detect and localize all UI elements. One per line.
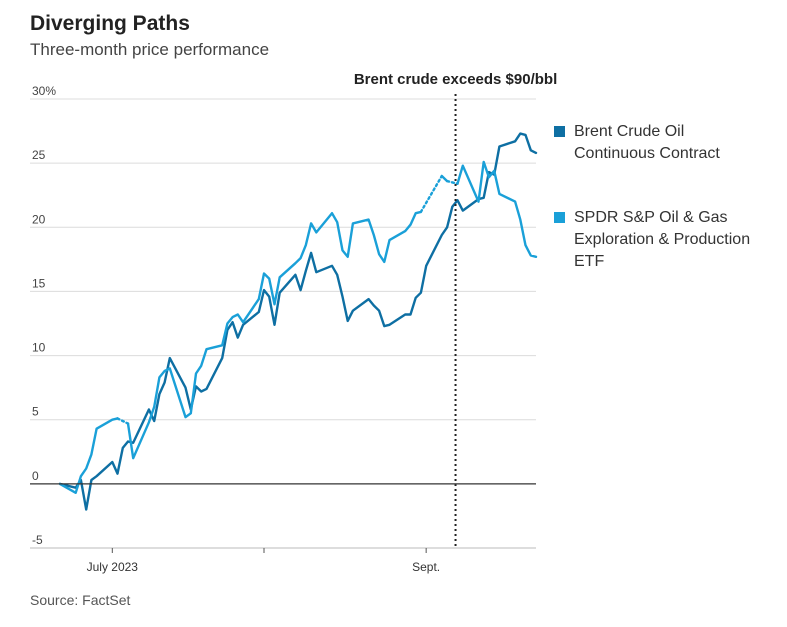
chart-subtitle: Three-month price performance — [30, 40, 270, 59]
series-gap-line — [116, 417, 130, 425]
series-line — [58, 417, 119, 494]
series-gap-line — [419, 174, 443, 214]
grid-layer — [30, 98, 536, 549]
y-tick-label: 25 — [32, 148, 46, 162]
series-layer — [58, 132, 538, 511]
series-xop — [58, 160, 538, 494]
y-tick-label: 30% — [32, 84, 56, 98]
series-gap-line — [445, 179, 459, 185]
legend-label-xop-3: ETF — [574, 253, 605, 270]
y-tick-label: -5 — [32, 533, 43, 547]
legend-item-brent: Brent Crude Oil Continuous Contract — [554, 121, 784, 165]
axis-layer: -5 0 5 10 15 20 25 30% July 2023 Sept. — [30, 84, 536, 574]
y-tick-label: 10 — [32, 341, 46, 355]
chart-title: Diverging Paths — [30, 12, 190, 35]
y-tick-label: 5 — [32, 405, 39, 419]
series-line — [58, 132, 538, 511]
series-line — [456, 160, 538, 258]
source-note: Source: FactSet — [30, 592, 131, 608]
series-brent — [58, 132, 538, 511]
annotation-label: Brent crude exceeds $90/bbl — [354, 71, 557, 88]
y-tick-label: 15 — [32, 276, 46, 290]
series-line — [440, 174, 449, 183]
legend-label-xop-2: Exploration & Production — [574, 231, 751, 248]
y-tick-label: 20 — [32, 212, 46, 226]
legend-item-xop: SPDR S&P Oil & Gas Exploration & Product… — [554, 207, 784, 273]
legend-label-brent-2: Continuous Contract — [574, 145, 720, 162]
x-tick-label: July 2023 — [87, 560, 139, 574]
annotation-layer: Brent crude exceeds $90/bbl — [354, 71, 557, 548]
series-line — [126, 210, 423, 460]
x-tick-label: Sept. — [412, 560, 440, 574]
legend-label-xop-1: SPDR S&P Oil & Gas — [574, 209, 728, 226]
legend-swatch-xop — [554, 212, 565, 223]
legend-label-brent-1: Brent Crude Oil — [574, 123, 685, 140]
y-tick-label: 0 — [32, 469, 39, 483]
legend-swatch-brent — [554, 126, 565, 137]
